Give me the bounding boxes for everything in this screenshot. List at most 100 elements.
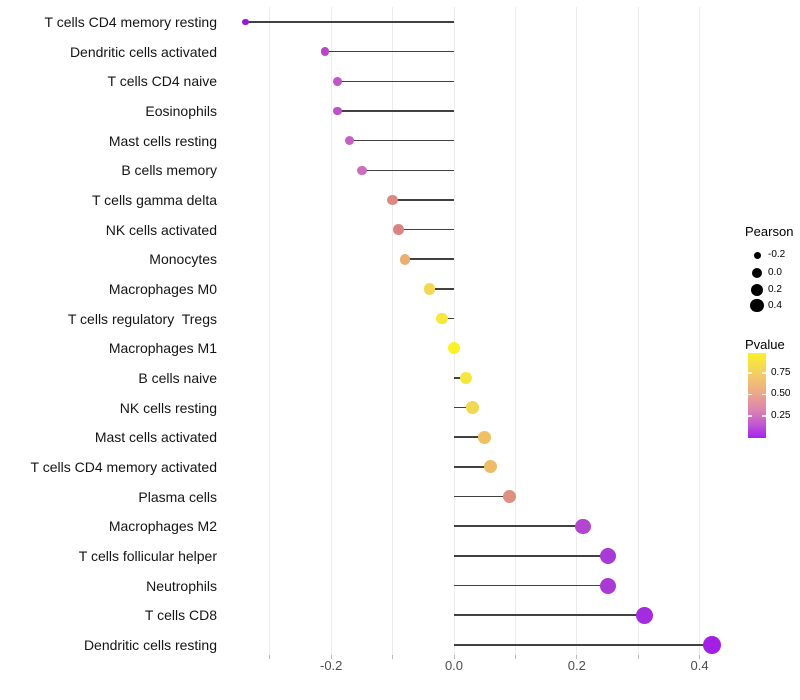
lollipop-stem <box>454 436 485 439</box>
category-label: NK cells activated <box>105 221 217 238</box>
lollipop-point <box>387 194 398 206</box>
lollipop-stem <box>337 110 454 112</box>
category-label: Macrophages M1 <box>108 340 217 357</box>
legend-size-label: -0.2 <box>768 249 786 260</box>
colorbar-tick <box>762 415 766 417</box>
category-label: NK cells resting <box>119 399 217 416</box>
lollipop-point <box>599 577 616 594</box>
lollipop-point <box>575 518 591 534</box>
x-axis-tick <box>269 655 271 659</box>
legend-size-label: 0.2 <box>768 284 782 295</box>
category-label: T cells follicular helper <box>78 547 217 564</box>
legend-pearson-title: Pearson <box>745 224 794 239</box>
lollipop-point <box>320 47 330 56</box>
lollipop-stem <box>349 139 454 142</box>
legend-size-label: 0.4 <box>768 299 782 311</box>
lollipop-stem <box>454 406 473 409</box>
legend-size-label: 0.0 <box>768 266 782 278</box>
lollipop-point <box>484 460 498 474</box>
lollipop-point <box>448 342 460 355</box>
category-label: T cells CD8 <box>144 607 217 624</box>
lollipop-point <box>399 253 411 265</box>
x-axis-tick <box>699 655 701 659</box>
lollipop-point <box>332 76 342 86</box>
gridline <box>269 7 271 655</box>
lollipop-point <box>435 312 448 325</box>
category-label: Dendritic cells resting <box>83 636 217 653</box>
lollipop-point <box>344 136 355 146</box>
lollipop-point <box>460 371 473 385</box>
pvalue-colorbar <box>748 353 766 438</box>
lollipop-stem <box>454 525 583 527</box>
lollipop-stem <box>325 50 454 53</box>
lollipop-stem <box>454 584 608 587</box>
legend-pvalue-title: Pvalue <box>745 337 785 352</box>
legend-size-dot <box>753 251 761 259</box>
colorbar-label: 0.25 <box>771 409 791 421</box>
category-label: Macrophages M0 <box>108 280 217 297</box>
lollipop-point <box>423 283 436 295</box>
lollipop-stem <box>337 80 454 83</box>
colorbar-tick <box>748 393 752 396</box>
legend-size-dot <box>751 284 763 296</box>
gridline <box>330 7 332 655</box>
gridline <box>514 7 516 655</box>
lollipop-point <box>599 547 616 564</box>
colorbar-tick <box>762 393 766 396</box>
lollipop-point <box>478 430 492 444</box>
colorbar-label: 0.75 <box>771 366 791 378</box>
x-tick-label: 0.2 <box>567 658 586 673</box>
gridline <box>453 7 455 655</box>
category-label: Mast cells activated <box>94 429 217 446</box>
lollipop-stem <box>454 495 510 498</box>
lollipop-stem <box>392 199 454 201</box>
category-label: Macrophages M2 <box>108 518 217 535</box>
legend-size-dot <box>752 267 762 278</box>
category-label: Monocytes <box>149 251 217 268</box>
x-tick-label: 0.0 <box>444 658 464 673</box>
category-label: B cells memory <box>121 162 217 179</box>
lollipop-stem <box>454 644 712 646</box>
gridline <box>637 7 639 655</box>
colorbar-tick <box>762 372 766 374</box>
colorbar-label: 0.50 <box>771 388 791 400</box>
lollipop-point <box>702 635 722 655</box>
lollipop-stem <box>361 169 454 172</box>
category-label: Eosinophils <box>145 102 217 119</box>
category-label: T cells gamma delta <box>91 191 217 208</box>
colorbar-tick <box>748 415 752 417</box>
x-tick-label: -0.2 <box>319 658 343 673</box>
x-tick-label: 0.4 <box>690 658 709 673</box>
lollipop-stem <box>454 614 645 616</box>
lollipop-point <box>241 18 249 26</box>
lollipop-point <box>502 489 516 504</box>
lollipop-stem <box>454 466 491 468</box>
lollipop-stem <box>441 317 454 320</box>
category-label: T cells CD4 memory activated <box>30 458 217 475</box>
x-axis-tick <box>453 655 455 659</box>
category-label: T cells CD4 naive <box>107 73 217 90</box>
x-axis-tick <box>392 655 394 659</box>
lollipop-point <box>332 106 342 116</box>
x-axis-tick <box>576 655 578 659</box>
lollipop-stem <box>454 555 608 557</box>
lollipop-stem <box>429 288 454 290</box>
category-label: Mast cells resting <box>108 132 217 149</box>
gridline <box>699 7 701 655</box>
category-label: T cells regulatory Tregs <box>67 310 217 327</box>
gridline <box>392 7 394 655</box>
category-label: Plasma cells <box>138 488 217 505</box>
gridline <box>576 7 578 655</box>
category-label: Dendritic cells activated <box>69 43 217 60</box>
legend-size-dot <box>750 298 764 313</box>
lollipop-point <box>357 165 367 176</box>
lollipop-point <box>466 401 479 414</box>
lollipop-stem <box>398 228 454 231</box>
lollipop-stem <box>404 258 454 261</box>
colorbar-tick <box>748 372 752 374</box>
category-label: Neutrophils <box>146 577 217 594</box>
lollipop-point <box>635 606 653 624</box>
category-label: B cells naive <box>138 369 217 386</box>
x-axis-tick <box>330 655 332 659</box>
